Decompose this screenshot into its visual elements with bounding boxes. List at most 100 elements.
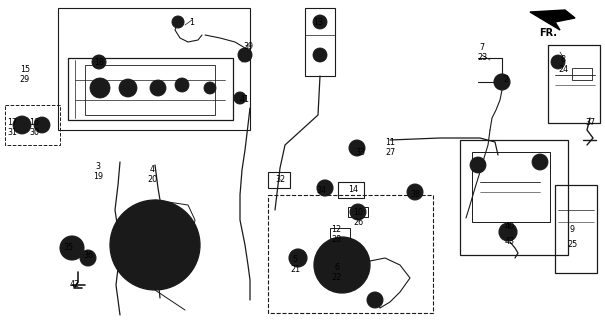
Circle shape — [412, 189, 418, 195]
Bar — [305, 8, 335, 76]
Text: 27: 27 — [385, 148, 395, 157]
Circle shape — [238, 95, 243, 100]
Bar — [85, 65, 215, 115]
Text: 20: 20 — [147, 175, 157, 184]
Circle shape — [189, 241, 197, 249]
Text: 43: 43 — [505, 237, 515, 246]
Text: 29: 29 — [20, 75, 30, 84]
Circle shape — [34, 117, 50, 133]
Text: 40: 40 — [505, 222, 515, 231]
Text: 18: 18 — [94, 58, 104, 67]
Circle shape — [532, 154, 548, 170]
Circle shape — [294, 254, 302, 262]
Circle shape — [96, 59, 102, 65]
Text: 35: 35 — [63, 243, 73, 252]
Circle shape — [322, 185, 328, 191]
Bar — [548, 45, 600, 123]
Text: 37: 37 — [585, 118, 595, 127]
Text: 9: 9 — [569, 225, 575, 234]
Circle shape — [170, 274, 178, 282]
Text: 17: 17 — [7, 118, 17, 127]
Circle shape — [407, 184, 423, 200]
Text: 7: 7 — [479, 43, 485, 52]
Circle shape — [313, 15, 327, 29]
Circle shape — [60, 236, 84, 260]
Bar — [68, 58, 233, 120]
Text: 26: 26 — [353, 218, 363, 227]
Circle shape — [353, 145, 361, 151]
Text: 38: 38 — [410, 190, 420, 199]
Circle shape — [470, 157, 486, 173]
Circle shape — [80, 250, 96, 266]
Text: 30: 30 — [29, 128, 39, 137]
Text: 19: 19 — [93, 172, 103, 181]
Circle shape — [172, 16, 184, 28]
Text: 4: 4 — [149, 165, 154, 174]
Circle shape — [132, 208, 140, 216]
Circle shape — [92, 55, 106, 69]
Circle shape — [150, 240, 160, 250]
Text: 36: 36 — [83, 251, 93, 260]
Text: 31: 31 — [7, 128, 17, 137]
Circle shape — [234, 92, 246, 104]
Circle shape — [13, 116, 31, 134]
Bar — [472, 152, 550, 222]
Circle shape — [113, 241, 121, 249]
Circle shape — [18, 121, 26, 129]
Text: 12: 12 — [331, 225, 341, 234]
Polygon shape — [530, 10, 575, 30]
Circle shape — [150, 80, 166, 96]
Bar — [268, 172, 290, 188]
Text: 2: 2 — [503, 75, 509, 84]
Text: 11: 11 — [385, 138, 395, 147]
Circle shape — [314, 237, 370, 293]
Circle shape — [96, 84, 104, 92]
Bar — [572, 68, 592, 80]
Bar — [5, 105, 60, 145]
Circle shape — [119, 79, 137, 97]
Circle shape — [551, 55, 565, 69]
Text: 1: 1 — [189, 18, 194, 27]
Bar — [460, 140, 568, 255]
Circle shape — [110, 200, 200, 290]
Text: 10: 10 — [353, 208, 363, 217]
Circle shape — [499, 223, 517, 241]
Text: 21: 21 — [290, 265, 300, 274]
Circle shape — [175, 78, 189, 92]
Text: 25: 25 — [567, 240, 577, 249]
Text: 42: 42 — [70, 280, 80, 289]
Text: 23: 23 — [477, 53, 487, 62]
Circle shape — [132, 274, 140, 282]
Circle shape — [350, 204, 366, 220]
Circle shape — [367, 292, 383, 308]
Text: 6: 6 — [335, 263, 339, 272]
Circle shape — [170, 208, 178, 216]
Circle shape — [317, 180, 333, 196]
Circle shape — [494, 74, 510, 90]
Bar — [348, 207, 368, 217]
Text: 32: 32 — [275, 175, 285, 184]
Circle shape — [204, 82, 216, 94]
Text: 22: 22 — [332, 273, 342, 282]
Text: 14: 14 — [348, 185, 358, 194]
Text: 5: 5 — [292, 255, 298, 264]
Text: 41: 41 — [240, 95, 250, 104]
Circle shape — [289, 249, 307, 267]
Circle shape — [39, 122, 45, 128]
Text: 24: 24 — [558, 65, 568, 74]
Circle shape — [499, 78, 506, 85]
Bar — [555, 185, 597, 273]
Text: 34: 34 — [316, 186, 326, 195]
Bar — [268, 195, 433, 313]
Circle shape — [125, 84, 131, 92]
Text: 15: 15 — [20, 65, 30, 74]
Circle shape — [355, 209, 361, 215]
Text: 28: 28 — [331, 235, 341, 244]
Circle shape — [324, 247, 360, 283]
Circle shape — [349, 140, 365, 156]
Bar — [338, 182, 364, 198]
Circle shape — [90, 78, 110, 98]
Text: FR.: FR. — [539, 28, 557, 38]
Text: 33: 33 — [355, 148, 365, 157]
Bar — [330, 228, 350, 238]
